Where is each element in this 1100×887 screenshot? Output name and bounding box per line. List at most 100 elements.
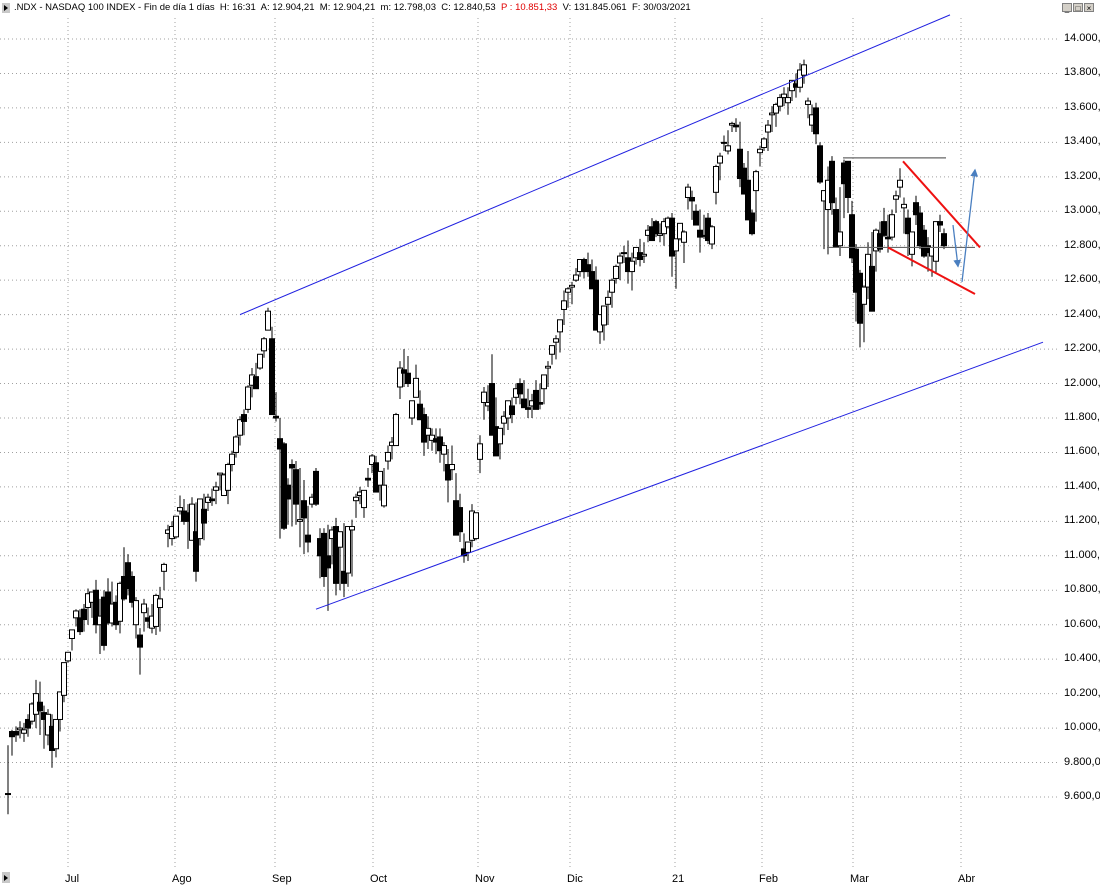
projection-down-arrow[interactable]: [952, 224, 962, 268]
candle-down: [853, 248, 859, 293]
candle-down: [509, 405, 515, 416]
candle-up: [893, 195, 899, 200]
candle-up: [837, 231, 843, 247]
candle-up: [481, 391, 487, 403]
candle-down: [125, 562, 131, 590]
x-tick-label: Abr: [958, 873, 976, 885]
candle-up: [117, 582, 123, 622]
high-value: 12.904,21: [332, 2, 376, 13]
projection-up-arrow[interactable]: [961, 168, 979, 282]
y-tick-label: 13.400,00: [1064, 135, 1100, 148]
candle-down: [593, 279, 599, 331]
candle-up: [265, 310, 271, 331]
menu-arrow-icon[interactable]: [2, 3, 10, 13]
candle-up: [397, 367, 403, 388]
candle-down: [209, 498, 215, 502]
candle-down: [285, 484, 291, 500]
candle-up: [805, 100, 811, 105]
candle-up: [361, 489, 367, 509]
candle-up: [73, 610, 79, 619]
candle-up: [161, 563, 167, 572]
y-tick-label: 10.000,00: [1064, 721, 1100, 734]
candle-up: [685, 186, 691, 198]
candle-down: [937, 221, 943, 226]
candle-up: [409, 400, 415, 419]
y-tick-label: 11.400,00: [1064, 479, 1100, 492]
candle-up: [189, 503, 195, 541]
open-value: 12.904,21: [272, 2, 315, 13]
candle-up: [729, 122, 735, 126]
candle-down: [693, 210, 699, 226]
candle-down: [813, 107, 819, 135]
candle-up: [217, 472, 223, 476]
candle-up: [613, 265, 619, 279]
candle-up: [901, 203, 907, 209]
candle-up: [601, 305, 607, 326]
candle-up: [69, 629, 75, 639]
x-tick-label: 21: [672, 873, 685, 885]
upper-channel-line[interactable]: [239, 14, 951, 316]
close-button[interactable]: ×: [1084, 3, 1094, 13]
y-tick-label: 13.600,00: [1064, 100, 1100, 113]
candle-up: [157, 598, 163, 608]
candle-up: [133, 600, 139, 626]
candle-up: [909, 231, 915, 255]
y-tick-label: 12.000,00: [1064, 376, 1100, 389]
candle-down: [881, 221, 887, 236]
y-tick-label: 13.200,00: [1064, 169, 1100, 182]
candle-down: [81, 608, 87, 621]
wedge-lower-line[interactable]: [887, 246, 976, 295]
candle-up: [229, 453, 235, 466]
candle-down: [301, 500, 307, 519]
candle-up: [541, 374, 547, 390]
candle-up: [721, 141, 727, 144]
candle-down: [305, 534, 311, 543]
scroll-left-button[interactable]: [2, 872, 10, 883]
candle-up: [561, 300, 567, 310]
volume-value: 131.845.061: [573, 2, 627, 13]
maximize-button[interactable]: □: [1073, 3, 1083, 13]
candle-up: [801, 64, 807, 76]
candle-down: [745, 179, 751, 221]
candle-down: [437, 436, 443, 452]
x-tick-label: Ago: [172, 873, 192, 885]
y-tick-label: 13.800,00: [1064, 66, 1100, 79]
candle-up: [477, 443, 483, 460]
candle-down: [533, 389, 539, 410]
candle-down: [401, 369, 407, 374]
candle-up: [681, 231, 687, 243]
candle-up: [5, 793, 11, 796]
candle-up: [553, 338, 559, 343]
y-tick-label: 11.000,00: [1064, 548, 1100, 561]
candle-down: [829, 160, 835, 204]
candle-up: [545, 365, 551, 369]
candle-down: [289, 464, 295, 469]
candle-up: [673, 238, 679, 252]
candle-up: [621, 252, 627, 255]
candle-down: [845, 160, 851, 198]
candle-up: [173, 515, 179, 538]
lower-channel-line[interactable]: [315, 341, 1044, 610]
candle-down: [521, 398, 527, 409]
candle-down: [817, 145, 823, 183]
candle-up: [441, 445, 447, 455]
x-tick-label: Nov: [475, 873, 495, 885]
candle-up: [385, 451, 391, 462]
candle-up: [569, 284, 575, 288]
candle-up: [605, 296, 611, 305]
candle-up: [61, 662, 67, 696]
candle-down: [877, 233, 883, 250]
candle-down: [193, 531, 199, 572]
candle-up: [393, 414, 399, 447]
candle-up: [497, 427, 503, 445]
candle-down: [341, 570, 347, 584]
time-value: 16:31: [232, 2, 256, 13]
candle-down: [137, 634, 143, 648]
y-tick-label: 10.200,00: [1064, 686, 1100, 699]
date-value: 30/03/2021: [643, 2, 691, 13]
candle-down: [525, 407, 531, 410]
minimize-button[interactable]: _: [1062, 3, 1072, 13]
candle-up: [677, 222, 683, 240]
candle-up: [449, 464, 455, 471]
